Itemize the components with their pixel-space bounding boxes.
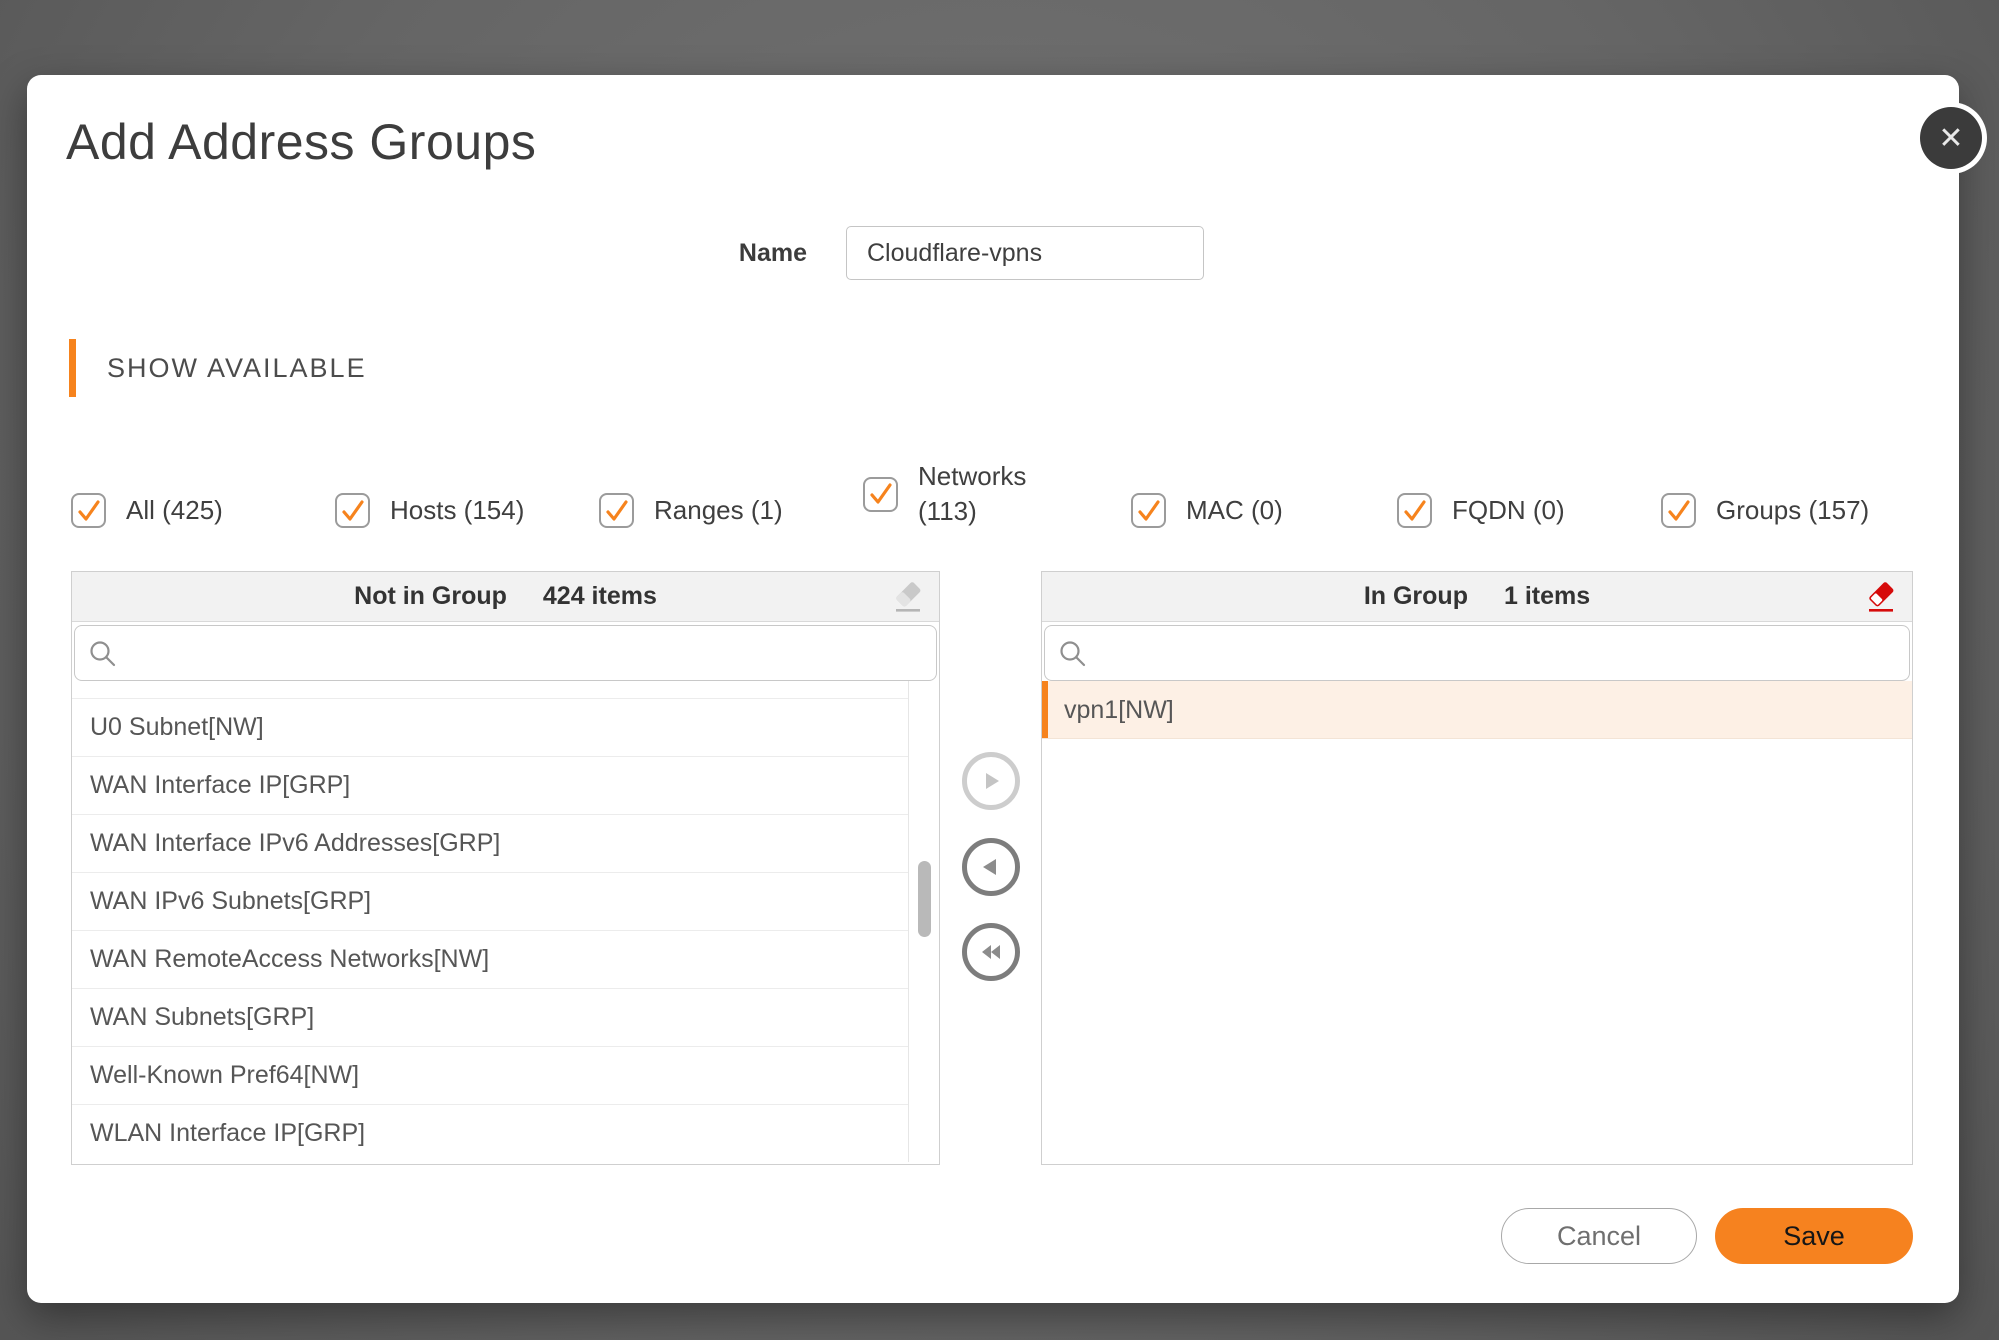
- checkbox-checked-icon: [863, 476, 898, 512]
- list-item[interactable]: WLAN Interface IP[GRP]: [72, 1105, 909, 1162]
- checkbox-checked-icon: [1661, 493, 1696, 528]
- not-in-group-search: [74, 625, 937, 681]
- remove-all-from-group-button[interactable]: [962, 923, 1020, 981]
- move-to-group-button[interactable]: [962, 752, 1020, 810]
- checkbox-checked-icon: [1397, 493, 1432, 528]
- in-group-header: In Group 1 items: [1042, 572, 1912, 622]
- filter-ranges-label: Ranges (1): [654, 495, 783, 525]
- section-accent-bar: [69, 339, 76, 397]
- in-group-panel: In Group 1 items vpn1[NW]: [1041, 571, 1913, 1165]
- filter-groups-label: Groups (157): [1716, 495, 1870, 525]
- remove-from-group-button[interactable]: [962, 838, 1020, 896]
- list-item-selected[interactable]: vpn1[NW]: [1042, 681, 1912, 739]
- in-group-title: In Group: [1363, 582, 1468, 610]
- in-group-search-input[interactable]: [1045, 626, 1909, 680]
- arrow-right-icon: [986, 773, 999, 789]
- list-item[interactable]: WAN Interface IP[GRP]: [72, 757, 909, 815]
- in-group-count: 1 items: [1503, 582, 1591, 610]
- list-row-partial: [72, 681, 909, 699]
- filter-mac-label: MAC (0): [1186, 495, 1283, 525]
- list-item[interactable]: Well-Known Pref64[NW]: [72, 1047, 909, 1105]
- list-item[interactable]: WAN Subnets[GRP]: [72, 989, 909, 1047]
- filter-mac[interactable]: MAC (0): [1131, 493, 1283, 528]
- checkbox-checked-icon: [335, 493, 370, 528]
- not-in-group-title: Not in Group: [354, 582, 507, 610]
- not-in-group-panel: Not in Group 424 items U0 Subnet[NW] WAN…: [71, 571, 940, 1165]
- checkbox-checked-icon: [1131, 493, 1166, 528]
- list-item[interactable]: WAN RemoteAccess Networks[NW]: [72, 931, 909, 989]
- checkbox-checked-icon: [71, 493, 106, 528]
- add-address-groups-dialog: Add Address Groups ✕ Name SHOW AVAILABLE…: [27, 75, 1982, 1303]
- list-item[interactable]: U0 Subnet[NW]: [72, 699, 909, 757]
- selected-accent-bar: [1042, 681, 1048, 738]
- checkbox-checked-icon: [599, 493, 634, 528]
- close-button[interactable]: ✕: [1920, 107, 1982, 169]
- filter-hosts-label: Hosts (154): [390, 495, 525, 525]
- in-group-list: vpn1[NW]: [1042, 681, 1912, 1162]
- list-item[interactable]: WAN IPv6 Subnets[GRP]: [72, 873, 909, 931]
- save-button[interactable]: Save: [1715, 1208, 1913, 1264]
- filter-all-label: All (425): [126, 495, 223, 525]
- selected-item-label: vpn1[NW]: [1064, 696, 1174, 724]
- not-in-group-header: Not in Group 424 items: [72, 572, 939, 622]
- name-label: Name: [738, 239, 807, 267]
- in-group-search: [1044, 625, 1910, 681]
- not-in-group-search-input[interactable]: [75, 626, 936, 680]
- clear-list-icon[interactable]: [891, 579, 925, 617]
- arrow-left-icon: [983, 859, 996, 875]
- filter-networks-label: Networks (113): [918, 461, 1027, 526]
- name-input[interactable]: [846, 226, 1204, 280]
- dialog-title: Add Address Groups: [66, 114, 537, 170]
- filter-groups[interactable]: Groups (157): [1661, 493, 1869, 528]
- filter-fqdn-label: FQDN (0): [1452, 495, 1565, 525]
- filter-fqdn[interactable]: FQDN (0): [1397, 493, 1565, 528]
- filter-ranges[interactable]: Ranges (1): [599, 493, 783, 528]
- filter-networks[interactable]: Networks (113): [863, 459, 1052, 529]
- filter-all[interactable]: All (425): [71, 493, 223, 528]
- cancel-button[interactable]: Cancel: [1501, 1208, 1697, 1264]
- not-in-group-count: 424 items: [542, 582, 657, 610]
- clear-group-icon[interactable]: [1864, 579, 1898, 617]
- scrollbar-track-divider: [908, 681, 909, 1162]
- double-arrow-left-icon: [982, 945, 1000, 959]
- filter-hosts[interactable]: Hosts (154): [335, 493, 524, 528]
- not-in-group-list: U0 Subnet[NW] WAN Interface IP[GRP] WAN …: [72, 681, 939, 1162]
- close-icon: ✕: [1938, 121, 1964, 155]
- search-icon: [90, 641, 116, 667]
- list-item[interactable]: WAN Interface IPv6 Addresses[GRP]: [72, 815, 909, 873]
- scrollbar-thumb[interactable]: [918, 861, 931, 937]
- search-icon: [1060, 641, 1086, 667]
- section-heading: SHOW AVAILABLE: [107, 353, 367, 383]
